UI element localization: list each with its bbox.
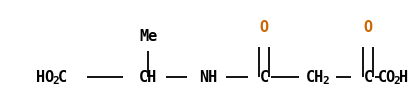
Text: HO: HO: [36, 70, 54, 85]
Text: NH: NH: [199, 70, 217, 85]
Text: C: C: [259, 70, 269, 85]
Text: Me: Me: [139, 29, 157, 44]
Text: O: O: [363, 20, 372, 35]
Text: 2: 2: [393, 75, 400, 85]
Text: CH: CH: [306, 70, 324, 85]
Text: O: O: [259, 20, 269, 35]
Text: H: H: [398, 70, 408, 85]
Text: 2: 2: [322, 75, 329, 85]
Text: CH: CH: [139, 70, 157, 85]
Text: CO: CO: [378, 70, 396, 85]
Text: C: C: [363, 70, 372, 85]
Text: C: C: [58, 70, 67, 85]
Text: 2: 2: [52, 75, 59, 85]
